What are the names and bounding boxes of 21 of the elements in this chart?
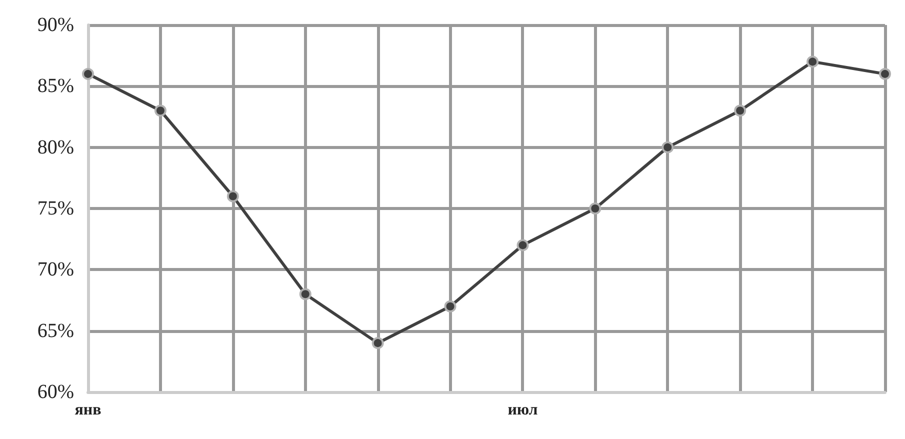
x-tick-label: июл <box>508 402 538 418</box>
point <box>226 190 239 202</box>
y-tick-label: 60% <box>37 381 74 403</box>
point <box>662 141 674 154</box>
point <box>82 68 94 80</box>
point <box>299 288 312 300</box>
y-tick-label: 85% <box>37 75 74 98</box>
y-tick-label: 65% <box>37 320 74 342</box>
point <box>879 68 891 80</box>
y-tick-label: 90% <box>37 14 74 36</box>
point <box>372 337 384 350</box>
point <box>806 56 819 68</box>
point <box>589 202 602 214</box>
point <box>444 300 456 312</box>
y-tick-label: 70% <box>37 258 74 281</box>
x-tick-label: янв <box>74 402 102 418</box>
y-tick-label: 75% <box>37 198 74 220</box>
point <box>516 239 529 252</box>
point <box>734 104 746 117</box>
y-tick-label: 80% <box>37 136 74 158</box>
point <box>154 104 166 117</box>
